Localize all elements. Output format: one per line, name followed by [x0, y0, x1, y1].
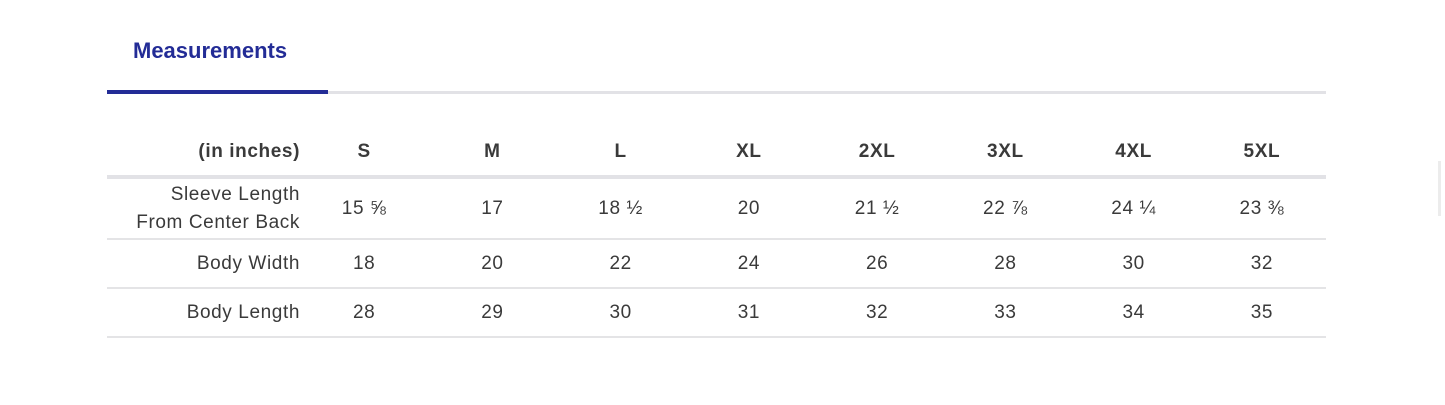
size-header-s: S	[300, 128, 429, 179]
table-cell: 32	[1197, 239, 1326, 289]
active-tab-indicator	[107, 90, 328, 94]
table-cell: 26	[813, 239, 942, 289]
unit-label: (in inches)	[107, 128, 300, 179]
table-cell: 23 ⅜	[1197, 177, 1326, 240]
table-row: Body Length 28 29 30 31 32 33 34 35	[107, 288, 1326, 338]
table-cell: 18	[300, 239, 429, 289]
table-cell: 21 ½	[813, 177, 942, 240]
size-header-3xl: 3XL	[941, 128, 1070, 179]
tab-measurements[interactable]: Measurements	[107, 0, 328, 95]
size-header-4xl: 4XL	[1069, 128, 1198, 179]
table-cell: 18 ½	[556, 177, 685, 240]
table-cell: 31	[684, 288, 813, 338]
row-label-line: From Center Back	[136, 211, 300, 233]
size-header-2xl: 2XL	[813, 128, 942, 179]
table-cell: 24 ¼	[1069, 177, 1198, 240]
table-cell: 20	[428, 239, 557, 289]
table-cell: 30	[1069, 239, 1198, 289]
size-header-l: L	[556, 128, 685, 179]
row-label-line: Body Length	[186, 301, 300, 323]
tab-track	[107, 91, 1326, 94]
row-label: Body Length	[107, 288, 300, 338]
table-cell: 17	[428, 177, 557, 240]
table-cell: 28	[941, 239, 1070, 289]
row-label-line: Body Width	[196, 252, 300, 274]
table-cell: 35	[1197, 288, 1326, 338]
size-header-xl: XL	[684, 128, 813, 179]
row-label: Sleeve Length From Center Back	[107, 177, 300, 240]
size-header-m: M	[428, 128, 557, 179]
table-cell: 29	[428, 288, 557, 338]
table-cell: 15 ⅝	[300, 177, 429, 240]
table-cell: 22 ⅞	[941, 177, 1070, 240]
scrollbar[interactable]	[1438, 161, 1441, 216]
table-cell: 28	[300, 288, 429, 338]
size-header-5xl: 5XL	[1197, 128, 1326, 179]
tab-bar: Measurements	[107, 0, 1326, 95]
table-cell: 33	[941, 288, 1070, 338]
header-row: (in inches) S M L XL 2XL 3XL 4XL 5XL	[107, 128, 1326, 179]
row-label: Body Width	[107, 239, 300, 289]
table-cell: 30	[556, 288, 685, 338]
table-cell: 20	[684, 177, 813, 240]
table-cell: 22	[556, 239, 685, 289]
table-cell: 34	[1069, 288, 1198, 338]
table-row: Body Width 18 20 22 24 26 28 30 32	[107, 239, 1326, 289]
table-cell: 24	[684, 239, 813, 289]
row-label-line: Sleeve Length	[170, 183, 300, 205]
size-chart-table: (in inches) S M L XL 2XL 3XL 4XL 5XL Sleeve Len…	[107, 128, 1326, 338]
tab-label: Measurements	[133, 38, 288, 63]
table-cell: 32	[813, 288, 942, 338]
